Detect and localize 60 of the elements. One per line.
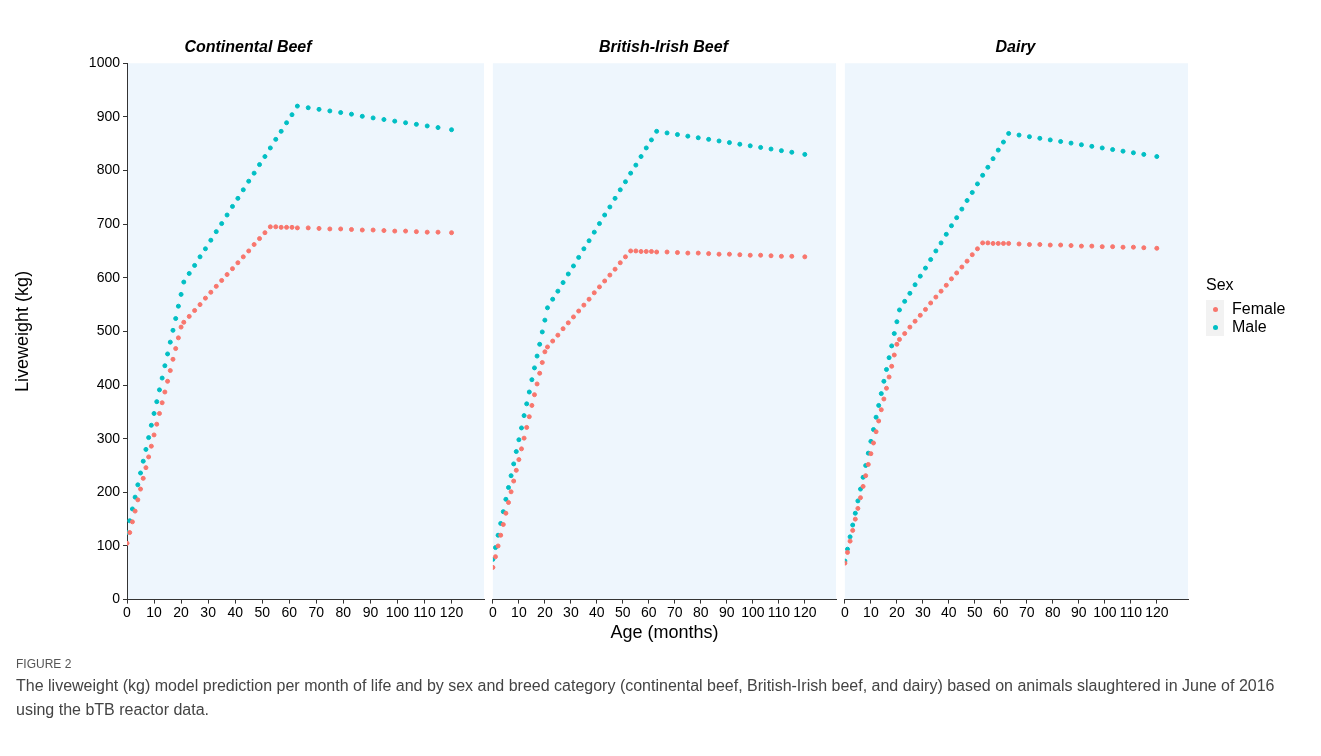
chart-title: British-Irish Beef [599,38,730,56]
x-tick-label: 100 [1093,603,1117,620]
legend-label: Male [1232,318,1267,336]
text: The liveweight (kg) model prediction per month of life and by sex and breed category (continental beef, British-Irish beef, and dairy) based on animals slaughtered in June of 2016 using the bTB reactor data. [16,676,1276,720]
x-tick-label: 120 [1145,603,1169,620]
x-tick-label: 70 [1019,603,1035,620]
x-tick-label: 110 [767,603,791,620]
x-tick-label: 10 [511,603,527,620]
y-tick-label: 700 [96,214,121,231]
x-tick-label: 60 [993,603,1009,620]
y-tick-label: 1000 [88,54,121,71]
y-tick-label: 400 [96,375,121,392]
x-tick-label: 30 [200,603,217,620]
x-tick-label: 50 [254,603,271,620]
chart-title: Dairy [995,38,1037,56]
y-tick-label: 900 [96,107,121,124]
x-tick-label: 120 [439,603,464,620]
x-tick-label: 120 [793,603,817,620]
legend-label: Female [1232,300,1286,318]
x-tick-label: 80 [335,603,352,620]
y-tick-label: 800 [96,161,121,178]
caption: FIGURE 2 [16,656,73,673]
x-tick-label: 20 [173,603,190,620]
x-tick-label: 30 [915,603,931,620]
x-tick-label: 50 [615,603,631,620]
x-tick-label: 40 [227,603,244,620]
y-axis-title: Liveweight (kg) [11,270,32,392]
x-tick-label: 60 [641,603,657,620]
x-tick-label: 100 [385,603,410,620]
y-tick-label: 500 [96,322,121,339]
x-axis-title: Age (months) [610,622,719,643]
y-tick-label: 0 [112,590,121,607]
x-tick-label: 20 [537,603,553,620]
x-tick-label: 100 [741,603,765,620]
x-tick-label: 80 [1045,603,1061,620]
x-tick-label: 110 [1119,603,1143,620]
x-tick-label: 0 [488,603,497,620]
y-tick-label: 600 [96,268,121,285]
x-tick-label: 30 [563,603,579,620]
x-tick-label: 10 [863,603,879,620]
x-tick-label: 10 [146,603,163,620]
x-tick-label: 60 [281,603,298,620]
y-tick-label: 200 [96,483,121,500]
chart-title: Continental Beef [184,38,314,56]
x-tick-label: 40 [589,603,605,620]
x-tick-label: 90 [1071,603,1087,620]
x-tick-label: 0 [123,603,132,620]
x-tick-label: 90 [719,603,735,620]
x-tick-label: 110 [413,603,436,620]
x-tick-label: 20 [889,603,905,620]
x-tick-label: 40 [941,603,957,620]
x-tick-label: 0 [840,603,849,620]
x-tick-label: 50 [967,603,983,620]
x-tick-label: 70 [308,603,325,620]
legend-title: Sex [1206,276,1235,294]
x-tick-label: 90 [362,603,379,620]
x-tick-label: 70 [667,603,683,620]
y-tick-label: 100 [96,536,121,553]
x-tick-label: 80 [693,603,709,620]
y-tick-label: 300 [96,429,121,446]
